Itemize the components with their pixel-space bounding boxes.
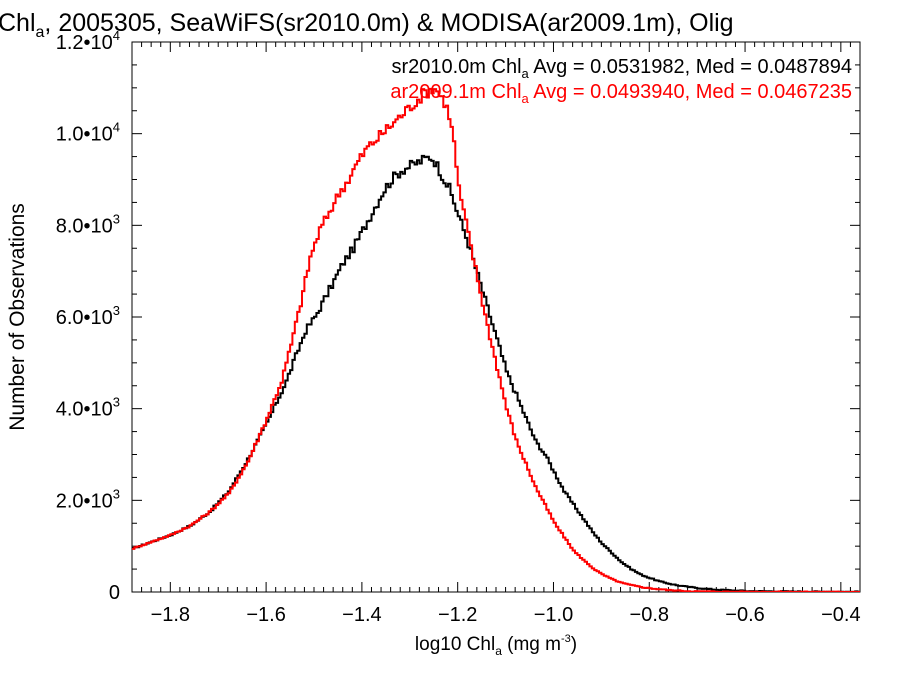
y-tick-label: 1.0•104 — [56, 120, 120, 146]
series-line-sr2010 — [132, 154, 860, 592]
y-tick-label: 0 — [109, 582, 120, 604]
x-tick-label: −1.6 — [246, 604, 285, 626]
x-axis-label: log10 Chla (mg m-3) — [415, 633, 577, 658]
y-tick-mantissa: 1.0•10 — [56, 124, 113, 146]
x-axis-label-sup: -3 — [561, 633, 571, 645]
x-tick-label: −1.4 — [342, 604, 381, 626]
y-tick-exponent: 3 — [113, 486, 120, 501]
annotation-ar2009-prefix: ar2009.1m Chl — [390, 81, 521, 103]
annotation-sr2010-sub: a — [522, 66, 530, 81]
y-tick-exponent: 3 — [113, 211, 120, 226]
chart-title: Chla, 2005305, SeaWiFS(sr2010.0m) & MODI… — [0, 9, 734, 41]
x-tick-label: −1.2 — [438, 604, 477, 626]
y-tick-label: 1.2•104 — [56, 28, 120, 54]
y-tick-exponent: 4 — [113, 28, 120, 43]
x-tick-label: −0.4 — [821, 604, 860, 626]
x-tick-label: −1.8 — [151, 604, 190, 626]
y-tick-mantissa: 8.0•10 — [56, 215, 113, 237]
plot-frame — [131, 41, 861, 593]
x-tick-label: −1.0 — [534, 604, 573, 626]
annotation-sr2010-rest: Avg = 0.0531982, Med = 0.0487894 — [529, 56, 852, 78]
annotation-ar2009: ar2009.1m Chla Avg = 0.0493940, Med = 0.… — [390, 81, 852, 106]
series-line-ar2009 — [132, 87, 860, 592]
x-axis-label-sub: a — [495, 644, 502, 658]
y-tick-label: 4.0•103 — [56, 395, 120, 421]
x-axis-label-close: ) — [571, 634, 577, 655]
y-tick-mantissa: 2.0•10 — [56, 490, 113, 512]
x-tick-label: −0.6 — [725, 604, 764, 626]
x-tick-label: −0.8 — [630, 604, 669, 626]
y-tick-exponent: 4 — [113, 120, 120, 135]
y-tick-label: 2.0•103 — [56, 486, 120, 512]
annotation-sr2010: sr2010.0m Chla Avg = 0.0531982, Med = 0.… — [391, 56, 852, 81]
chart-title-rest: , 2005305, SeaWiFS(sr2010.0m) & MODISA(a… — [44, 9, 733, 37]
axis-ticks: −1.8 −1.6 −1.4 −1.2 −1.0 −0.8 −0.6 −0.402.0•103… — [56, 28, 861, 626]
y-tick-exponent: 3 — [113, 395, 120, 410]
y-tick-mantissa: 4.0•10 — [56, 399, 113, 421]
annotation-ar2009-sub: a — [522, 91, 530, 106]
y-tick-label: 8.0•103 — [56, 211, 120, 237]
chart-title-sub: a — [36, 24, 45, 41]
annotation-sr2010-prefix: sr2010.0m Chl — [391, 56, 521, 78]
x-axis-label-prefix: log10 Chl — [415, 634, 495, 655]
annotation-ar2009-rest: Avg = 0.0493940, Med = 0.0467235 — [529, 81, 852, 103]
y-tick-mantissa: 6.0•10 — [56, 307, 113, 329]
x-axis-label-units: (mg m — [502, 634, 561, 655]
y-tick-exponent: 3 — [113, 303, 120, 318]
y-tick-mantissa: 1.2•10 — [56, 32, 113, 54]
y-tick-mantissa: 0 — [109, 582, 120, 604]
y-axis-label: Number of Observations — [6, 203, 29, 431]
series-layer — [132, 87, 860, 592]
chart-title-prefix: Chl — [0, 9, 36, 37]
y-tick-label: 6.0•103 — [56, 303, 120, 329]
